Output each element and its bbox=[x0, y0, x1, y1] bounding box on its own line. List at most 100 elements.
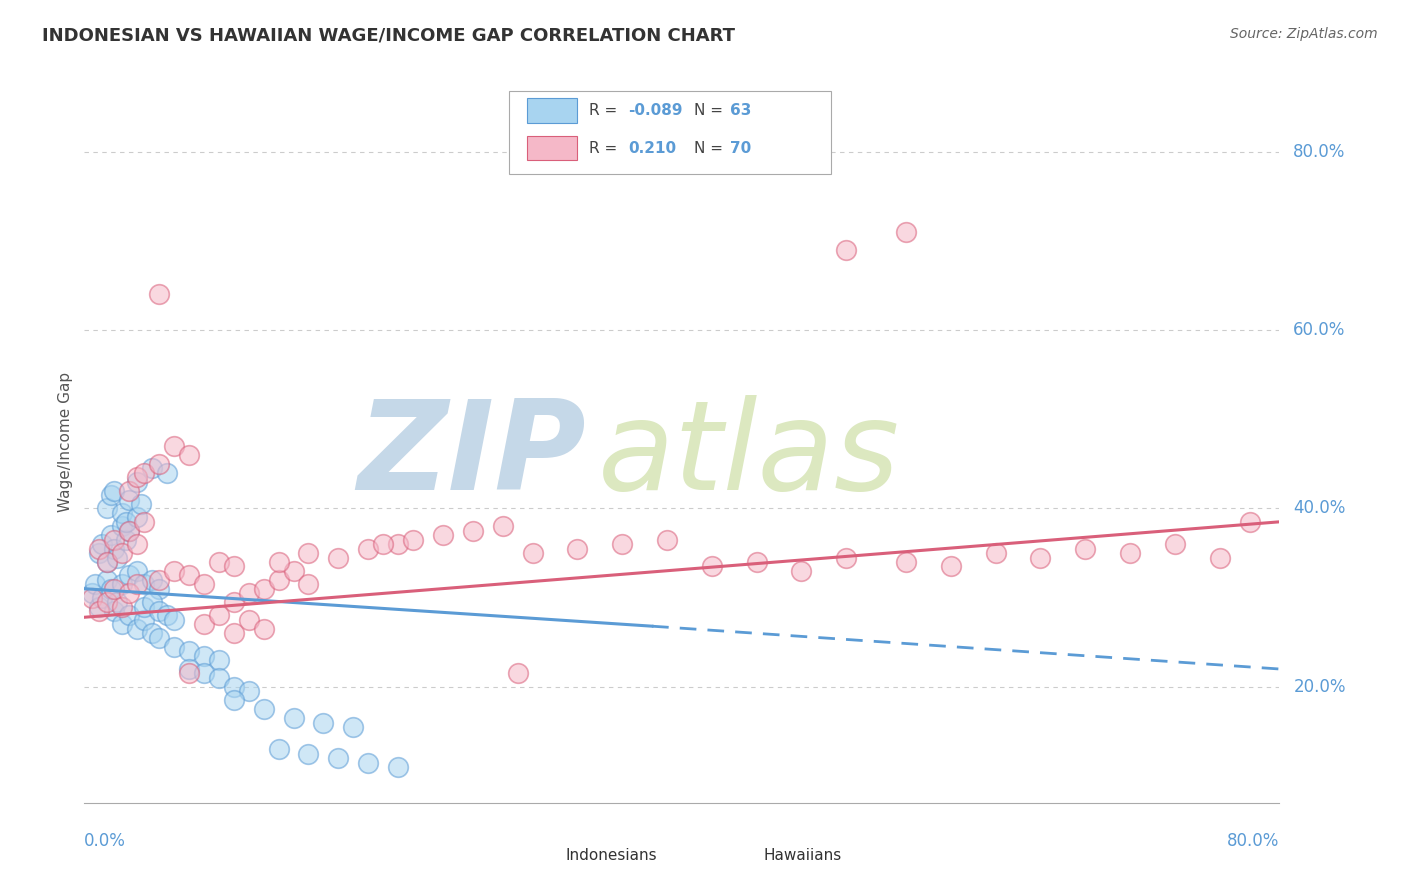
Point bbox=[115, 515, 138, 529]
Point bbox=[132, 599, 156, 614]
Point bbox=[89, 604, 111, 618]
Y-axis label: Wage/Income Gap: Wage/Income Gap bbox=[58, 371, 73, 512]
Point bbox=[373, 537, 395, 551]
Point bbox=[118, 568, 141, 582]
Point bbox=[91, 591, 114, 605]
Point bbox=[118, 492, 141, 507]
Point bbox=[328, 751, 350, 765]
Point bbox=[1029, 550, 1052, 565]
Point bbox=[105, 550, 128, 565]
Point bbox=[105, 595, 128, 609]
Point bbox=[103, 582, 125, 596]
Point bbox=[984, 546, 1007, 560]
FancyBboxPatch shape bbox=[527, 98, 576, 123]
Point bbox=[111, 506, 134, 520]
Point bbox=[835, 550, 858, 565]
Point bbox=[115, 533, 138, 547]
FancyBboxPatch shape bbox=[519, 845, 558, 866]
Point bbox=[238, 684, 260, 698]
Point bbox=[193, 666, 215, 681]
Point bbox=[238, 613, 260, 627]
Point bbox=[267, 573, 290, 587]
Point bbox=[835, 243, 858, 257]
Point bbox=[148, 631, 170, 645]
Point bbox=[312, 715, 335, 730]
Point bbox=[111, 617, 134, 632]
Point bbox=[297, 546, 319, 560]
Point bbox=[1209, 550, 1232, 565]
Point bbox=[103, 541, 125, 556]
Point bbox=[387, 537, 409, 551]
Point bbox=[208, 653, 231, 667]
Point bbox=[1239, 515, 1261, 529]
Text: 80.0%: 80.0% bbox=[1227, 831, 1279, 850]
Point bbox=[222, 680, 245, 694]
Point bbox=[96, 595, 118, 609]
Point bbox=[267, 742, 290, 756]
Point bbox=[96, 501, 118, 516]
Point bbox=[177, 568, 200, 582]
Point bbox=[193, 617, 215, 632]
Point bbox=[208, 671, 231, 685]
Point bbox=[193, 648, 215, 663]
Point bbox=[141, 573, 163, 587]
Point bbox=[253, 702, 276, 716]
Point bbox=[342, 720, 364, 734]
FancyBboxPatch shape bbox=[527, 136, 576, 161]
Point bbox=[148, 573, 170, 587]
Point bbox=[96, 573, 118, 587]
Point bbox=[125, 510, 148, 524]
Text: 63: 63 bbox=[730, 103, 751, 118]
Text: 80.0%: 80.0% bbox=[1294, 143, 1346, 161]
Point bbox=[328, 550, 350, 565]
Point bbox=[1074, 541, 1097, 556]
Point bbox=[432, 528, 454, 542]
Point bbox=[125, 577, 148, 591]
Point bbox=[83, 577, 105, 591]
Point bbox=[357, 756, 380, 770]
Point bbox=[111, 599, 134, 614]
Text: R =: R = bbox=[589, 141, 627, 156]
Point bbox=[100, 528, 122, 542]
Point bbox=[132, 577, 156, 591]
Text: -0.089: -0.089 bbox=[628, 103, 683, 118]
Point bbox=[80, 591, 103, 605]
Point bbox=[283, 711, 305, 725]
Point bbox=[267, 555, 290, 569]
Text: N =: N = bbox=[695, 141, 728, 156]
Point bbox=[148, 457, 170, 471]
Point bbox=[125, 564, 148, 578]
Point bbox=[118, 524, 141, 538]
Point bbox=[790, 564, 813, 578]
Text: atlas: atlas bbox=[599, 395, 900, 516]
Point bbox=[253, 582, 276, 596]
Point bbox=[939, 559, 962, 574]
Point bbox=[1164, 537, 1187, 551]
Point bbox=[96, 555, 118, 569]
Point bbox=[283, 564, 305, 578]
Point bbox=[402, 533, 425, 547]
Point bbox=[155, 608, 177, 623]
Point bbox=[222, 626, 245, 640]
Point bbox=[163, 640, 186, 654]
Point bbox=[125, 475, 148, 489]
Text: 70: 70 bbox=[730, 141, 751, 156]
Point bbox=[148, 582, 170, 596]
Point bbox=[208, 608, 231, 623]
Point bbox=[894, 225, 917, 239]
Point bbox=[177, 644, 200, 658]
Point bbox=[132, 613, 156, 627]
Text: 60.0%: 60.0% bbox=[1294, 321, 1346, 339]
Point bbox=[103, 483, 125, 498]
Point bbox=[297, 747, 319, 761]
Text: 40.0%: 40.0% bbox=[1294, 500, 1346, 517]
Text: Source: ZipAtlas.com: Source: ZipAtlas.com bbox=[1230, 27, 1378, 41]
Point bbox=[193, 577, 215, 591]
Point bbox=[492, 519, 515, 533]
Point bbox=[118, 483, 141, 498]
Point bbox=[132, 466, 156, 480]
Point bbox=[222, 595, 245, 609]
Point bbox=[100, 582, 122, 596]
Point bbox=[80, 586, 103, 600]
Point bbox=[567, 541, 589, 556]
